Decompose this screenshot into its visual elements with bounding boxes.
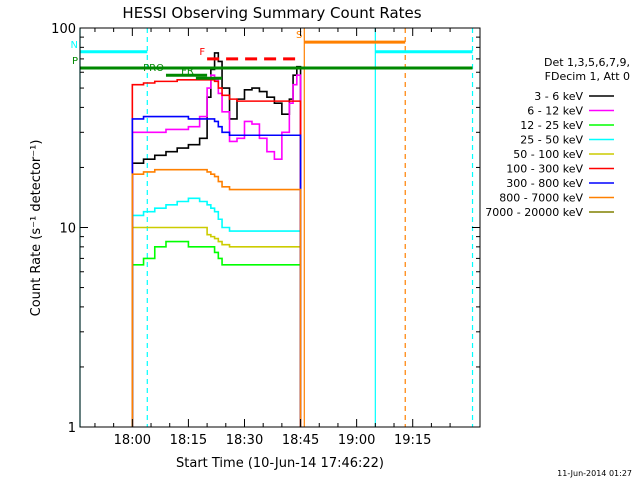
x-tick-label-18-00: 18:00	[114, 433, 151, 448]
annotation-label-processed: PRO	[143, 63, 164, 74]
series-line-6-12-kev	[131, 74, 302, 427]
x-tick-label-19-15: 19:15	[394, 433, 431, 448]
series-line-100-300-kev	[131, 78, 302, 427]
chart-title: HESSI Observing Summary Count Rates	[122, 4, 421, 22]
legend: Det 1,3,5,6,7,9, FDecim 1, Att 0 3 - 6 k…	[485, 56, 630, 219]
legend-label-7000-20000-kev: 7000 - 20000 keV	[485, 206, 583, 219]
x-tick-label-18-15: 18:15	[170, 433, 207, 448]
footer-date: 11-Jun-2014 01:27	[557, 469, 632, 478]
series-line-800-7000-kev	[131, 168, 302, 427]
x-tick-label-18-30: 18:30	[226, 433, 263, 448]
legend-label-800-7000-kev: 800 - 7000 keV	[499, 192, 583, 205]
y-tick-label-1: 1	[68, 421, 76, 436]
y-tick-label-100: 100	[51, 22, 76, 37]
annotation-label-night: N	[71, 40, 78, 51]
series-line-300-800-kev	[131, 115, 302, 427]
annotation-label-flare: F	[199, 47, 205, 58]
y-tick-label-10: 10	[59, 222, 76, 237]
legend-label-3-6-kev: 3 - 6 keV	[534, 90, 583, 103]
series-line-25-50-kev	[131, 197, 302, 427]
legend-label-300-800-kev: 300 - 800 keV	[506, 177, 583, 190]
annotation-label-saa: S	[296, 30, 302, 41]
x-tick-label-19-00: 19:00	[338, 433, 375, 448]
x-axis-ticks: 18:00 18:15 18:30 18:45 19:00 19:15	[94, 28, 451, 448]
annotation-bars: N S F P FR PRO	[71, 30, 473, 80]
x-tick-label-18-45: 18:45	[282, 433, 319, 448]
series-line-50-100-kev	[131, 226, 302, 427]
series-layer	[131, 52, 302, 427]
legend-label-100-300-kev: 100 - 300 keV	[506, 163, 583, 176]
plot-area: N S F P FR PRO	[71, 28, 474, 427]
series-line-12-25-kev	[131, 240, 302, 427]
y-axis-label: Count Rate (s⁻¹ detector⁻¹)	[29, 140, 44, 317]
legend-header-line-2: FDecim 1, Att 0	[545, 70, 630, 83]
y-axis-ticks: 1 10 100	[51, 22, 480, 436]
annotation-label-front-segments: FR	[181, 66, 194, 77]
annotation-label-pointing: P	[72, 56, 78, 67]
legend-header-line-1: Det 1,3,5,6,7,9,	[544, 56, 630, 69]
legend-label-25-50-kev: 25 - 50 keV	[520, 134, 583, 147]
legend-label-50-100-kev: 50 - 100 keV	[513, 148, 583, 161]
x-axis-label: Start Time (10-Jun-14 17:46:22)	[176, 456, 384, 471]
series-line-3-6-kev	[131, 52, 302, 427]
legend-label-12-25-kev: 12 - 25 keV	[520, 119, 583, 132]
legend-label-6-12-kev: 6 - 12 keV	[527, 105, 583, 118]
